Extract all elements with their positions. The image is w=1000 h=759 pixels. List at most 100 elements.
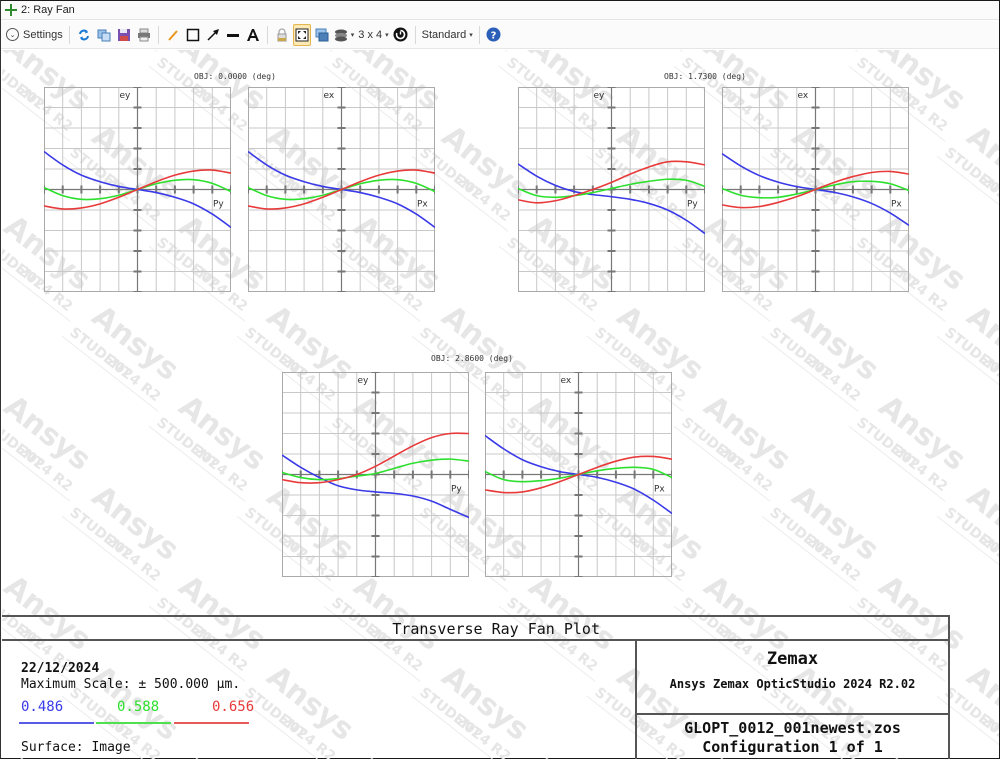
draw-rectangle-button[interactable] — [184, 24, 202, 46]
window-icon — [315, 28, 329, 41]
save-button[interactable] — [115, 24, 133, 46]
wavelength-2: 0.588 — [117, 699, 160, 715]
svg-text:STUDENT: STUDENT — [2, 415, 47, 473]
svg-text:STUDENT: STUDENT — [2, 235, 47, 293]
ray-fan-tangential-field-1: ey Py — [44, 87, 231, 292]
svg-text:ey: ey — [120, 91, 132, 101]
wavelength-3: 0.656 — [212, 699, 255, 715]
info-left-panel: 22/12/2024 Maximum Scale: ± 500.000 µm. … — [2, 641, 635, 759]
ray-fan-sagittal-field-2: ex Px — [722, 87, 909, 292]
fit-window-icon — [295, 28, 309, 41]
print-icon — [137, 28, 150, 41]
svg-text:2024 R2: 2024 R2 — [803, 353, 864, 405]
arrow-icon — [207, 28, 219, 41]
clock-icon — [393, 27, 408, 42]
svg-text:Ansys: Ansys — [2, 389, 97, 478]
svg-text:?: ? — [491, 31, 497, 42]
svg-text:Ansys: Ansys — [785, 299, 885, 388]
rectangle-icon — [186, 28, 199, 41]
product-name: Zemax — [766, 649, 819, 669]
refresh-button[interactable] — [75, 24, 93, 46]
pencil-icon — [168, 29, 178, 41]
field-label-3: OBJ: 2.8600 (deg) — [431, 354, 513, 363]
layers-icon — [334, 29, 347, 41]
fan-plot-svg: ex Px — [248, 87, 435, 292]
surface-label: Surface: Image — [21, 740, 131, 755]
layout-dropdown[interactable]: 3 x 4 ▾ — [357, 24, 389, 46]
save-icon — [117, 28, 130, 41]
window-title: 2: Ray Fan — [21, 4, 75, 16]
caret-down-icon: ▾ — [469, 31, 473, 39]
chevron-down-icon: ⌄ — [6, 28, 19, 41]
copy-button[interactable] — [95, 24, 113, 46]
fan-plot-svg: ex Px — [722, 87, 909, 292]
svg-text:ey: ey — [594, 91, 606, 101]
svg-text:2024 R2: 2024 R2 — [978, 533, 999, 585]
svg-text:2024 R2: 2024 R2 — [190, 443, 251, 495]
svg-text:2024 R2: 2024 R2 — [15, 443, 76, 495]
svg-text:STUDENT: STUDENT — [2, 55, 47, 113]
info-right-panel: Zemax Ansys Zemax OpticStudio 2024 R2.02… — [635, 641, 948, 759]
svg-text:Ansys: Ansys — [785, 479, 885, 568]
svg-text:Px: Px — [891, 200, 902, 210]
text-icon — [246, 28, 259, 41]
svg-text:Ansys: Ansys — [172, 389, 272, 478]
svg-text:STUDENT: STUDENT — [678, 415, 746, 473]
help-button[interactable]: ? — [485, 24, 503, 46]
wavelength-1: 0.486 — [21, 699, 64, 715]
svg-text:2024 R2: 2024 R2 — [978, 713, 999, 759]
svg-text:STUDENT: STUDENT — [153, 415, 221, 473]
print-button[interactable] — [135, 24, 153, 46]
svg-text:Ansys: Ansys — [2, 119, 10, 208]
layers-dropdown[interactable]: ▾ — [333, 24, 356, 46]
draw-pencil-button[interactable] — [164, 24, 182, 46]
svg-text:Py: Py — [687, 200, 698, 210]
settings-label: Settings — [23, 28, 63, 41]
svg-text:STUDENT: STUDENT — [853, 415, 921, 473]
fan-plot-svg: ey Py — [282, 372, 469, 577]
svg-text:STUDENT: STUDENT — [766, 505, 834, 563]
svg-text:Ansys: Ansys — [960, 659, 999, 748]
copy-icon — [97, 29, 111, 41]
window-titlebar[interactable]: 2: Ray Fan — [1, 1, 999, 20]
draw-arrow-button[interactable] — [204, 24, 222, 46]
lock-button[interactable] — [273, 24, 291, 46]
svg-text:ex: ex — [561, 376, 572, 386]
fan-plot-svg: ex Px — [485, 372, 672, 577]
svg-text:ex: ex — [324, 91, 335, 101]
fit-window-button[interactable] — [292, 23, 311, 46]
svg-text:Ansys: Ansys — [85, 299, 185, 388]
field-label-1: OBJ: 0.0000 (deg) — [194, 72, 276, 81]
toolbar-separator — [266, 25, 268, 44]
svg-text:Py: Py — [213, 200, 224, 210]
svg-text:2024 R2: 2024 R2 — [103, 533, 164, 585]
svg-text:Ansys: Ansys — [872, 389, 972, 478]
svg-text:STUDENT: STUDENT — [941, 325, 999, 383]
svg-text:STUDENT: STUDENT — [941, 685, 999, 743]
plot-title: Transverse Ray Fan Plot — [392, 620, 600, 638]
analysis-toolbar: ⌄ Settings — [1, 21, 999, 49]
file-name: GLOPT_0012_001newest.zos — [684, 719, 901, 737]
style-label: Standard — [421, 28, 467, 41]
wavelength-2-legend-line — [96, 722, 171, 724]
style-dropdown[interactable]: Standard ▾ — [421, 24, 474, 46]
window-button[interactable] — [313, 24, 331, 46]
svg-text:2024 R2: 2024 R2 — [715, 443, 776, 495]
svg-text:Px: Px — [654, 485, 665, 495]
svg-text:Ansys: Ansys — [960, 119, 999, 208]
caret-down-icon: ▾ — [350, 31, 355, 39]
plot-canvas[interactable]: Ansys STUDENT 2024 R2 Ansys STUDENT 2024… — [2, 50, 999, 759]
svg-text:2024 R2: 2024 R2 — [453, 173, 514, 225]
draw-text-button[interactable] — [244, 24, 262, 46]
refresh-icon — [78, 29, 89, 40]
draw-line-button[interactable] — [224, 24, 242, 46]
svg-text:Ansys: Ansys — [960, 479, 999, 568]
svg-text:Py: Py — [451, 485, 462, 495]
settings-button[interactable]: ⌄ Settings — [5, 24, 64, 46]
svg-text:ex: ex — [798, 91, 809, 101]
svg-text:STUDENT: STUDENT — [766, 325, 834, 383]
svg-text:2024 R2: 2024 R2 — [978, 353, 999, 405]
svg-text:STUDENT: STUDENT — [941, 145, 999, 203]
file-cell: GLOPT_0012_001newest.zos Configuration 1… — [637, 717, 948, 759]
auto-update-button[interactable] — [392, 24, 410, 46]
